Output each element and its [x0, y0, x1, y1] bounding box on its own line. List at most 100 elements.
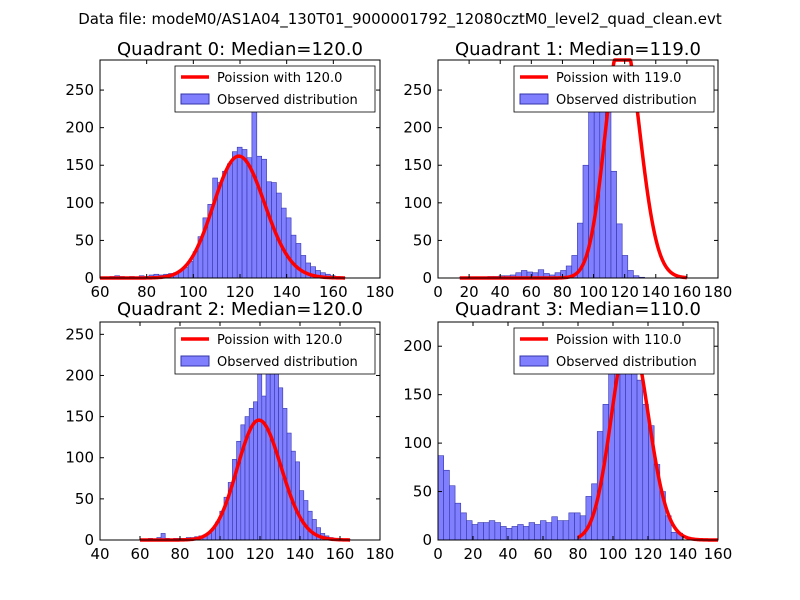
quadrant-0-hist-bar — [300, 255, 307, 279]
quadrant-0-hist-bar — [256, 155, 262, 279]
quadrant-1-ytick-label: 100 — [403, 194, 432, 212]
quadrant-3-ytick-label: 50 — [413, 483, 432, 501]
quadrant-0-hist-bar — [295, 243, 302, 279]
quadrant-0-xtick-label: 160 — [319, 283, 348, 301]
quadrant-0-legend: Poission with 120.0 Observed distributio… — [174, 65, 376, 113]
quadrant-0-xtick-label: 140 — [272, 283, 301, 301]
quadrant-2-hist-bar — [311, 519, 317, 541]
quadrant-3-hist-bar — [551, 516, 558, 541]
quadrant-0-xtick-label: 80 — [137, 283, 156, 301]
quadrant-0-legend-hist-label: Observed distribution — [217, 93, 358, 108]
quadrant-2-xtick-label: 40 — [90, 545, 109, 563]
quadrant-2-ytick-label: 250 — [65, 325, 94, 343]
quadrant-3-hist-bar — [562, 520, 570, 541]
quadrant-1-legend-hist-label: Observed distribution — [556, 93, 697, 108]
quadrant-1-xtick-label: 100 — [579, 283, 608, 301]
quadrant-2-xtick-label: 140 — [286, 545, 315, 563]
quadrant-2-xtick-label: 100 — [206, 545, 235, 563]
quadrant-3-ytick-label: 150 — [403, 386, 432, 404]
quadrant-2-xtick-label: 180 — [366, 545, 395, 563]
quadrant-2-hist-bar — [307, 510, 313, 541]
quadrant-3-hist-bar — [619, 345, 626, 541]
quadrant-3-title: Quadrant 3: Median=110.0 — [455, 299, 701, 320]
quadrant-3-xtick-label: 80 — [568, 545, 587, 563]
quadrant-3-hist-bar — [505, 528, 513, 541]
quadrant-1-xtick-label: 0 — [433, 283, 443, 301]
quadrant-0-ytick-label: 250 — [65, 81, 94, 99]
quadrant-1-ytick-label: 200 — [403, 119, 432, 137]
quadrant-3-hist-bar — [477, 522, 484, 541]
quadrant-3-hist-bar — [517, 524, 524, 541]
quadrant-1-xtick-label: 40 — [491, 283, 510, 301]
quadrant-3-legend-hist-label: Observed distribution — [556, 355, 697, 370]
quadrant-2-ytick-label: 200 — [65, 366, 94, 384]
quadrant-3-xtick-label: 120 — [634, 545, 663, 563]
quadrant-2-legend: Poission with 120.0 Observed distributio… — [174, 327, 376, 375]
quadrant-2-ticks: 40 60 80 100 120 140 160 180 0 50 100 150 200 250 — [65, 322, 394, 563]
quadrant-0-hist-bar — [266, 181, 272, 279]
quadrant-3-hist-bar — [631, 355, 638, 541]
quadrant-3-hist-bar — [449, 485, 456, 541]
quadrant-3-axes-frame — [437, 321, 719, 541]
quadrant-2-xtick-label: 80 — [170, 545, 189, 563]
quadrant-3-xtick-label: 40 — [498, 545, 517, 563]
quadrant-3-hist-bar — [437, 455, 444, 541]
quadrant-3-hist-bar — [625, 365, 632, 541]
quadrant-1-hist-bar — [616, 223, 623, 279]
quadrant-3-hist-bar — [483, 522, 490, 541]
quadrant-1-xtick-label: 20 — [460, 283, 479, 301]
figure-title: Data file: modeM0/AS1A04_130T01_90000017… — [78, 10, 722, 29]
quadrant-3-hist-bar — [557, 520, 564, 541]
quadrant-0-hist-bar — [236, 146, 243, 279]
quadrant-3-hist-bar — [488, 520, 496, 541]
quadrant-2-ytick-label: 0 — [84, 531, 94, 549]
quadrant-3-panel: Quadrant 3: Median=110.0 0 20 40 60 80 100 120… — [403, 299, 732, 563]
quadrant-0-hist-bar — [246, 157, 253, 279]
quadrant-0-hist-bar — [227, 163, 233, 279]
quadrant-1-axes-frame — [437, 59, 719, 279]
quadrant-3-poisson-line — [577, 331, 719, 542]
quadrant-0-hist-bar — [232, 151, 238, 279]
quadrant-3-hist-bar — [636, 379, 644, 541]
quadrant-0-ytick-label: 0 — [84, 269, 94, 287]
quadrant-1-xtick-label: 80 — [553, 283, 572, 301]
quadrant-3-xtick-label: 20 — [463, 545, 482, 563]
quadrant-2-hist-bar — [303, 500, 309, 541]
quadrant-1-panel: Quadrant 1: Median=119.0 0 20 40 60 80 100 120… — [403, 39, 732, 301]
quadrant-3-ytick-label: 200 — [403, 337, 432, 355]
quadrant-1-legend: Poission with 119.0 Observed distributio… — [513, 65, 715, 113]
quadrant-2-panel: Quadrant 2: Median=120.0 40 60 80 100 120 140… — [65, 299, 394, 563]
quadrant-0-ytick-label: 200 — [65, 119, 94, 137]
quadrant-2-legend-line-label: Poission with 120.0 — [217, 333, 342, 348]
quadrant-0-hist-bar — [285, 217, 292, 279]
quadrant-1-hist-bar — [610, 170, 617, 279]
quadrant-0-ytick-label: 150 — [65, 156, 94, 174]
quadrant-2-xtick-label: 60 — [130, 545, 149, 563]
quadrant-0-hist-bar — [217, 182, 223, 279]
quadrant-3-ytick-label: 0 — [422, 531, 432, 549]
quadrant-1-hist-bar — [588, 109, 595, 279]
quadrant-0-ytick-label: 50 — [75, 231, 94, 249]
quadrant-0-legend-hist-swatch — [180, 93, 210, 105]
quadrant-1-ytick-label: 0 — [422, 269, 432, 287]
quadrant-3-xtick-label: 0 — [433, 545, 443, 563]
quadrant-3-hist-bar — [642, 404, 649, 541]
quadrant-2-xtick-label: 160 — [326, 545, 355, 563]
quadrant-2-ytick-label: 50 — [75, 490, 94, 508]
quadrant-0-hist-bar — [290, 234, 297, 279]
quadrant-1-ytick-label: 50 — [413, 231, 432, 249]
quadrant-0-hist-bar — [261, 158, 267, 279]
quadrant-0-xtick-label: 120 — [226, 283, 255, 301]
quadrant-3-hist-bar — [670, 531, 678, 541]
quadrant-1-xtick-label: 120 — [610, 283, 639, 301]
quadrant-0-panel: Quadrant 0: Median=120.0 60 80 100 120 140 16… — [65, 39, 394, 301]
quadrant-1-legend-line-label: Poission with 119.0 — [556, 71, 681, 86]
quadrant-2-title: Quadrant 2: Median=120.0 — [117, 299, 363, 320]
quadrant-2-legend-hist-label: Observed distribution — [217, 355, 358, 370]
quadrant-0-axes-frame — [99, 59, 381, 279]
quadrant-1-xtick-label: 160 — [673, 283, 702, 301]
quadrant-3-xtick-label: 140 — [669, 545, 698, 563]
quadrant-3-xtick-label: 160 — [704, 545, 733, 563]
